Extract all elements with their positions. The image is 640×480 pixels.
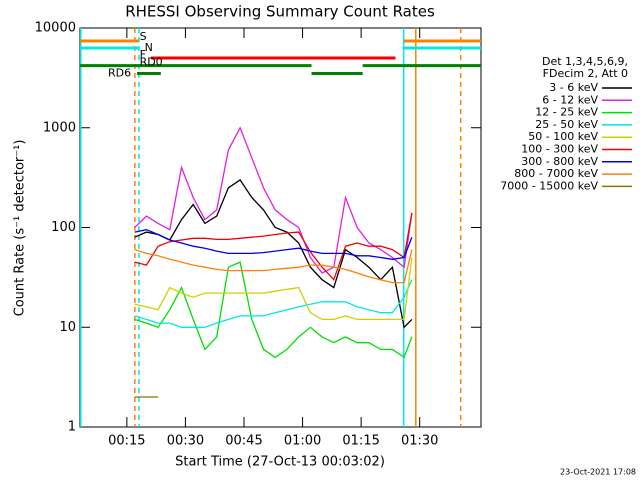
series-line [134, 261, 413, 359]
series-line [134, 279, 413, 328]
series-line [134, 212, 413, 281]
flag-label: N [145, 41, 153, 54]
series-line [134, 126, 413, 274]
x-tick-label: 00:30 [167, 434, 204, 449]
legend-label: 12 - 25 keV [535, 106, 598, 119]
x-axis-label: Start Time (27-Oct-13 00:03:02) [175, 455, 385, 470]
x-tick-label: 01:15 [342, 434, 379, 449]
series-line [134, 257, 413, 321]
legend-header: FDecim 2, Att 0 [543, 67, 628, 80]
legend-label: 50 - 100 keV [528, 130, 598, 143]
footer: 23-Oct-2021 17:08 [560, 468, 636, 477]
y-tick-label: 10 [59, 320, 76, 335]
y-tick-label: 1000 [43, 120, 76, 135]
legend-label: 25 - 50 keV [535, 118, 598, 131]
x-tick-label: 01:00 [284, 434, 321, 449]
x-tick-label: 01:30 [401, 434, 438, 449]
flag-label: F [140, 48, 146, 61]
x-tick-label: 00:15 [108, 434, 145, 449]
legend-label: 800 - 7000 keV [514, 167, 598, 180]
y-tick-label: 100 [51, 220, 76, 235]
legend-header: Det 1,3,4,5,6,9, [542, 55, 628, 68]
legend-label: 100 - 300 keV [521, 143, 598, 156]
flag-label: RD0 [140, 56, 163, 69]
flag-label: RD6 [108, 66, 131, 79]
y-axis-label: Count Rate (s⁻¹ detector⁻¹) [13, 140, 28, 317]
y-tick-label: 1 [68, 420, 76, 435]
series-line [134, 178, 413, 329]
y-tick-label: 10000 [35, 21, 76, 36]
series-line [134, 229, 413, 260]
chart-title: RHESSI Observing Summary Count Rates [125, 3, 435, 21]
legend-label: 7000 - 15000 keV [500, 179, 598, 192]
legend-label: 3 - 6 keV [549, 81, 598, 94]
flag-label: S [140, 30, 147, 43]
plot-frame [79, 27, 482, 428]
x-tick-label: 00:45 [225, 434, 262, 449]
legend-label: 300 - 800 keV [521, 155, 598, 168]
series-line [134, 248, 413, 284]
legend-label: 6 - 12 keV [542, 93, 598, 106]
